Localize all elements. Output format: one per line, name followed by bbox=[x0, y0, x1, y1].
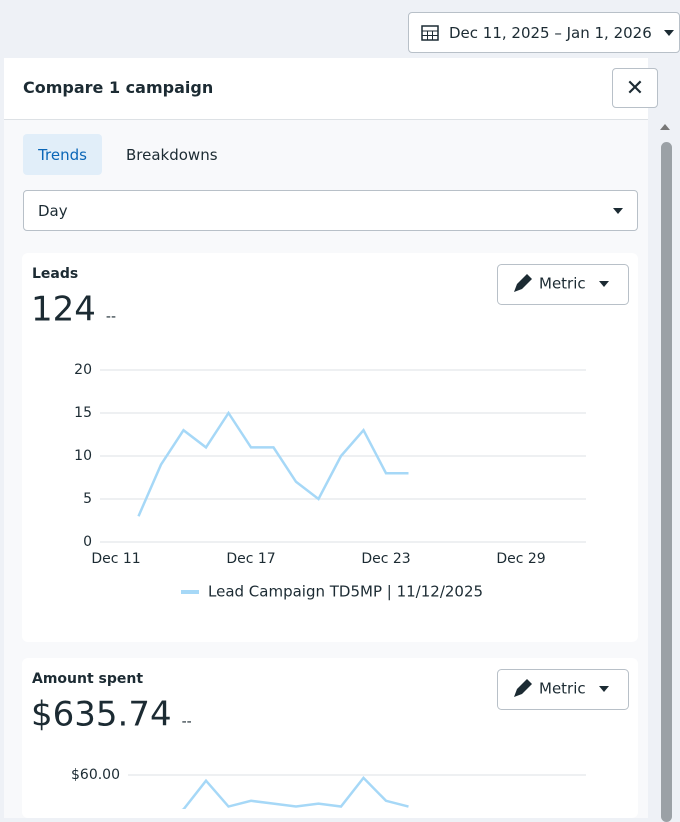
card-change: -- bbox=[106, 309, 116, 325]
metric-label: Metric bbox=[539, 275, 586, 293]
caret bbox=[599, 686, 609, 692]
caret bbox=[663, 29, 674, 36]
scrollbar[interactable] bbox=[661, 142, 672, 822]
metric-button-frame bbox=[497, 669, 629, 710]
pencil-icon bbox=[514, 274, 532, 292]
card-total: $635.74 bbox=[31, 695, 172, 735]
caret bbox=[599, 281, 609, 287]
dropdown-value: Day bbox=[38, 201, 68, 220]
date-range: Dec 11, 2025 – Jan 1, 2026 bbox=[449, 23, 652, 42]
card-title: Leads bbox=[32, 266, 78, 282]
metric-button[interactable]: Metric bbox=[497, 669, 629, 710]
series-line bbox=[137, 410, 409, 517]
caret bbox=[613, 207, 623, 214]
metric-button-frame bbox=[497, 264, 629, 305]
card-total: 124 bbox=[31, 290, 96, 330]
x-tick-label: Dec 29 bbox=[496, 551, 545, 567]
y-tick-label: 10 bbox=[74, 448, 92, 464]
tab-active[interactable]: Trends bbox=[23, 134, 102, 175]
y-tick-label: 5 bbox=[83, 491, 92, 507]
panel-title: Compare 1 campaign bbox=[23, 78, 214, 97]
metric-label: Metric bbox=[539, 680, 586, 698]
date-range-button[interactable]: Dec 11, 2025 – Jan 1, 2026 bbox=[408, 12, 680, 53]
card bbox=[22, 253, 638, 642]
dropdown[interactable]: Day bbox=[23, 190, 638, 231]
series-line bbox=[181, 775, 409, 809]
tab[interactable]: Breakdowns bbox=[126, 146, 218, 164]
card-title: Amount spent bbox=[32, 671, 143, 687]
pencil-icon bbox=[514, 679, 532, 697]
metric-button[interactable]: Metric bbox=[497, 264, 629, 305]
close-button[interactable]: ✕ bbox=[612, 68, 658, 108]
y-tick-label: 20 bbox=[74, 362, 92, 378]
x-tick-label: Dec 11 bbox=[91, 551, 140, 567]
panel-header bbox=[4, 58, 648, 120]
x-tick-label: Dec 23 bbox=[361, 551, 410, 567]
scroll-up[interactable] bbox=[660, 124, 670, 130]
y-tick-label: $60.00 bbox=[71, 767, 120, 783]
legend-label: Lead Campaign TD5MP | 11/12/2025 bbox=[208, 583, 483, 601]
y-tick-label: 15 bbox=[74, 405, 92, 421]
card-change: -- bbox=[182, 714, 192, 730]
x-tick-label: Dec 17 bbox=[226, 551, 275, 567]
calendar-icon bbox=[421, 24, 439, 41]
y-tick-label: 0 bbox=[83, 534, 92, 550]
